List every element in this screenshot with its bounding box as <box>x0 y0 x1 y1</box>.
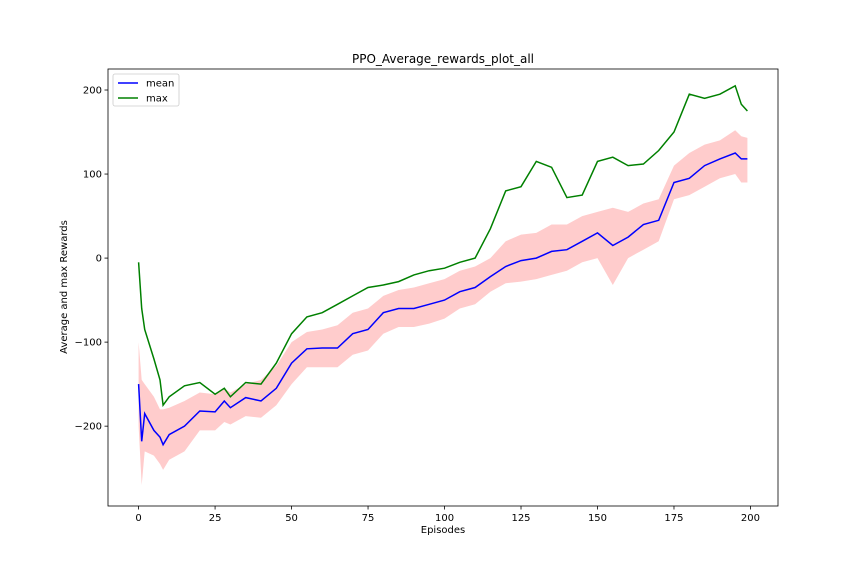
x-tick-label: 100 <box>435 513 454 524</box>
chart-title: PPO_Average_rewards_plot_all <box>352 52 534 66</box>
y-tick-label: 100 <box>83 170 102 181</box>
y-tick-label: −100 <box>75 338 102 349</box>
x-tick-label: 25 <box>209 513 222 524</box>
y-axis-label: Average and max Rewards <box>59 220 70 354</box>
x-tick-label: 175 <box>664 513 683 524</box>
x-tick-label: 75 <box>362 513 375 524</box>
x-tick-label: 50 <box>285 513 298 524</box>
x-tick-label: 200 <box>741 513 760 524</box>
legend-mean-label: mean <box>146 79 174 90</box>
y-tick-label: 0 <box>96 254 102 265</box>
x-tick-label: 125 <box>511 513 530 524</box>
y-tick-label: −200 <box>75 422 102 433</box>
plot-area <box>137 84 748 486</box>
legend: mean max <box>112 73 180 107</box>
axes-frame <box>107 68 779 507</box>
max-series-line <box>137 84 748 408</box>
y-axis: −200 −100 0 100 200 <box>75 86 108 433</box>
legend-max-label: max <box>146 94 168 105</box>
x-axis: 0 25 50 75 100 125 150 175 200 <box>135 506 760 524</box>
std-band <box>138 130 748 486</box>
mean-series-line <box>137 152 748 447</box>
y-tick-label: 200 <box>83 86 102 97</box>
x-tick-label: 0 <box>135 513 141 524</box>
x-axis-label: Episodes <box>421 525 465 536</box>
x-tick-label: 150 <box>588 513 607 524</box>
